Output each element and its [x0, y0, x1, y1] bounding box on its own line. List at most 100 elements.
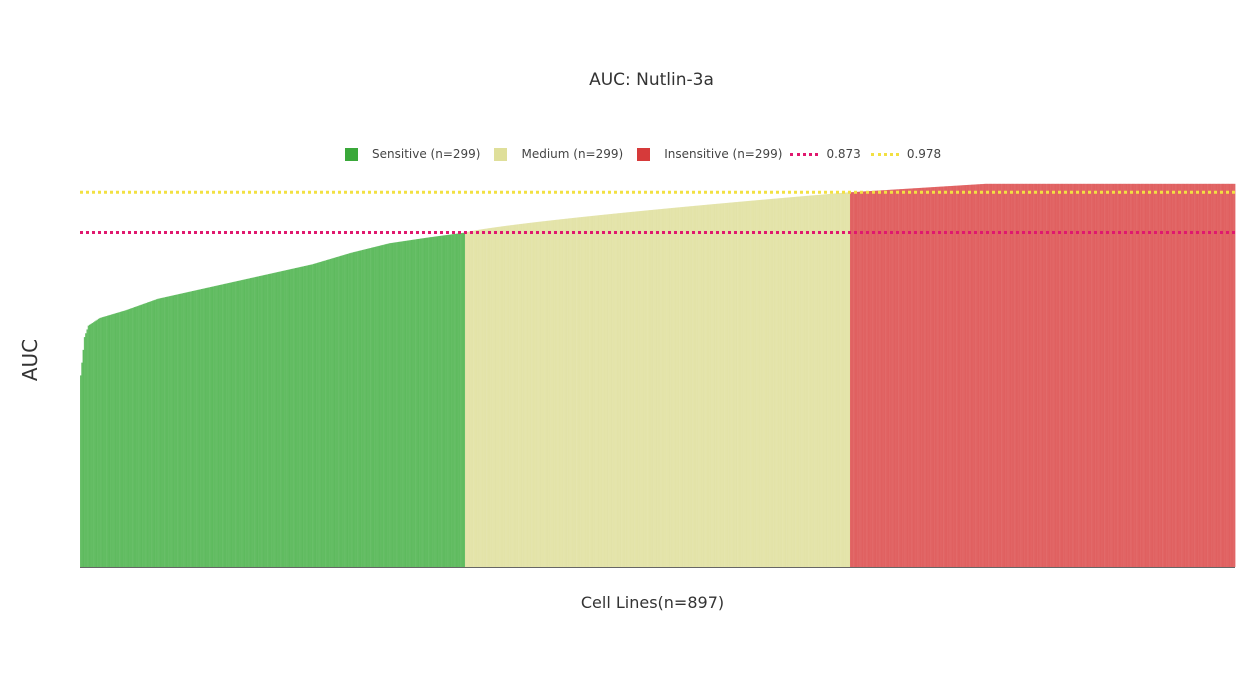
bar[interactable]	[380, 245, 382, 567]
bar[interactable]	[669, 208, 672, 567]
bar[interactable]	[721, 203, 723, 567]
bar[interactable]	[918, 187, 920, 568]
bar[interactable]	[1009, 183, 1012, 567]
bar[interactable]	[322, 261, 324, 567]
bar[interactable]	[1213, 183, 1215, 567]
bar[interactable]	[578, 217, 580, 567]
bar[interactable]	[815, 195, 817, 567]
bar[interactable]	[1019, 183, 1022, 567]
bar[interactable]	[703, 205, 705, 567]
bar[interactable]	[479, 229, 481, 567]
bar[interactable]	[972, 184, 975, 568]
bar[interactable]	[655, 209, 658, 567]
bar[interactable]	[371, 247, 373, 567]
bar[interactable]	[395, 242, 398, 567]
bar[interactable]	[174, 295, 176, 567]
bar[interactable]	[833, 193, 835, 567]
bar[interactable]	[152, 300, 154, 567]
bar[interactable]	[739, 201, 741, 568]
bar[interactable]	[1129, 183, 1132, 567]
bar[interactable]	[329, 258, 332, 567]
bar[interactable]	[761, 199, 763, 568]
bar[interactable]	[468, 231, 471, 568]
bar[interactable]	[811, 195, 814, 567]
bar[interactable]	[891, 189, 893, 567]
bar[interactable]	[690, 206, 693, 567]
bar[interactable]	[1148, 183, 1151, 567]
bar[interactable]	[350, 252, 353, 568]
bar[interactable]	[744, 201, 747, 567]
bar[interactable]	[1106, 183, 1108, 567]
bar[interactable]	[749, 200, 752, 567]
bar[interactable]	[1121, 183, 1124, 567]
bar[interactable]	[349, 253, 351, 567]
bar[interactable]	[159, 298, 162, 567]
bar[interactable]	[526, 223, 529, 567]
bar[interactable]	[806, 195, 808, 567]
bar[interactable]	[494, 227, 497, 567]
bar[interactable]	[927, 187, 929, 567]
bar[interactable]	[425, 237, 427, 568]
bar[interactable]	[955, 185, 958, 567]
bar[interactable]	[1095, 183, 1098, 567]
bar[interactable]	[399, 241, 402, 567]
bar[interactable]	[959, 185, 962, 567]
bar[interactable]	[341, 255, 344, 568]
bar[interactable]	[309, 264, 311, 567]
bar[interactable]	[1016, 183, 1018, 567]
bar[interactable]	[560, 219, 562, 568]
bar[interactable]	[383, 244, 386, 568]
bar[interactable]	[696, 205, 699, 568]
bar[interactable]	[454, 233, 457, 567]
bar[interactable]	[922, 187, 924, 567]
bar[interactable]	[423, 238, 426, 568]
bar[interactable]	[1117, 183, 1120, 567]
bar[interactable]	[731, 202, 734, 567]
bar[interactable]	[1160, 183, 1163, 567]
bar[interactable]	[394, 242, 396, 567]
bar[interactable]	[279, 271, 282, 567]
bar[interactable]	[382, 244, 385, 567]
bar[interactable]	[723, 203, 726, 567]
bar[interactable]	[1090, 183, 1093, 567]
bar[interactable]	[758, 200, 761, 567]
bar[interactable]	[799, 196, 802, 568]
bar[interactable]	[1054, 183, 1057, 567]
bar[interactable]	[628, 212, 631, 567]
bar[interactable]	[840, 192, 843, 567]
bar[interactable]	[1170, 183, 1173, 567]
bar[interactable]	[1061, 183, 1063, 567]
bar[interactable]	[766, 199, 768, 567]
bar[interactable]	[607, 214, 610, 568]
bar[interactable]	[716, 203, 718, 567]
bar[interactable]	[417, 239, 420, 567]
bar[interactable]	[951, 185, 954, 567]
bar[interactable]	[1173, 183, 1175, 567]
bar[interactable]	[714, 203, 717, 567]
bar[interactable]	[237, 280, 239, 567]
bar[interactable]	[962, 185, 964, 567]
bar[interactable]	[163, 297, 166, 567]
bar[interactable]	[101, 317, 104, 567]
bar[interactable]	[481, 229, 484, 567]
bar[interactable]	[998, 183, 1000, 567]
bar[interactable]	[740, 201, 743, 567]
bar[interactable]	[515, 224, 517, 567]
bar[interactable]	[877, 190, 879, 567]
bar[interactable]	[126, 309, 129, 567]
bar[interactable]	[969, 184, 972, 567]
bar[interactable]	[771, 198, 774, 567]
bar[interactable]	[356, 251, 359, 567]
bar[interactable]	[297, 267, 300, 567]
bar[interactable]	[846, 192, 848, 568]
bar[interactable]	[1222, 183, 1224, 567]
bar[interactable]	[934, 186, 937, 567]
bar[interactable]	[125, 310, 127, 567]
bar[interactable]	[315, 263, 318, 567]
bar[interactable]	[838, 193, 841, 567]
bar[interactable]	[718, 203, 721, 567]
bar[interactable]	[752, 200, 754, 567]
bar[interactable]	[861, 191, 864, 568]
bar[interactable]	[954, 185, 956, 568]
bar[interactable]	[104, 316, 107, 567]
